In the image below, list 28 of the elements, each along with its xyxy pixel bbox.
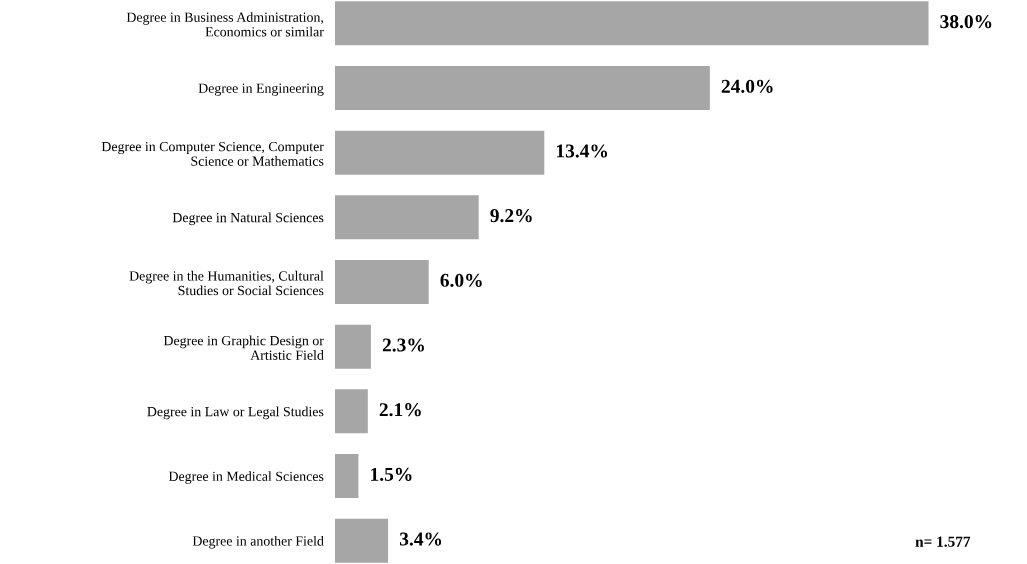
bar bbox=[335, 454, 359, 499]
y-tick-label: Degree in Law or Legal Studies bbox=[147, 406, 324, 420]
bar bbox=[335, 195, 479, 240]
data-label: 1.5% bbox=[371, 467, 412, 481]
data-label: 6.0% bbox=[440, 273, 482, 287]
y-tick-label: Degree in Computer Science, Computer Science or Mathematics bbox=[101, 141, 324, 166]
bar bbox=[335, 389, 368, 434]
data-label: 2.1% bbox=[379, 403, 421, 417]
y-tick-label: Degree in Business Administration, Economics or similar bbox=[126, 12, 324, 37]
y-tick-label: Degree in Natural Sciences bbox=[172, 212, 324, 226]
bar bbox=[335, 1, 929, 46]
y-tick-label: Degree in the Humanities, Cultural Studies or Social Sciences bbox=[129, 270, 324, 296]
y-tick-label: Degree in another Field bbox=[192, 535, 324, 549]
bar bbox=[335, 324, 371, 369]
y-tick-label: Degree in Engineering bbox=[198, 83, 324, 96]
bar bbox=[335, 130, 545, 175]
y-tick-label: Degree in Medical Sciences bbox=[168, 471, 324, 484]
y-tick-label: Degree in Graphic Design or Artistic Field bbox=[163, 335, 324, 360]
annotation: n= 1.577 bbox=[915, 536, 971, 547]
bar bbox=[335, 65, 710, 110]
data-label: 38.0% bbox=[940, 15, 992, 29]
data-label: 3.4% bbox=[399, 532, 442, 546]
bar bbox=[335, 518, 389, 563]
data-label: 9.2% bbox=[490, 209, 532, 223]
data-label: 24.0% bbox=[721, 79, 773, 93]
data-label: 13.4% bbox=[556, 144, 608, 158]
bar bbox=[335, 260, 429, 304]
data-label: 2.3% bbox=[382, 338, 424, 352]
